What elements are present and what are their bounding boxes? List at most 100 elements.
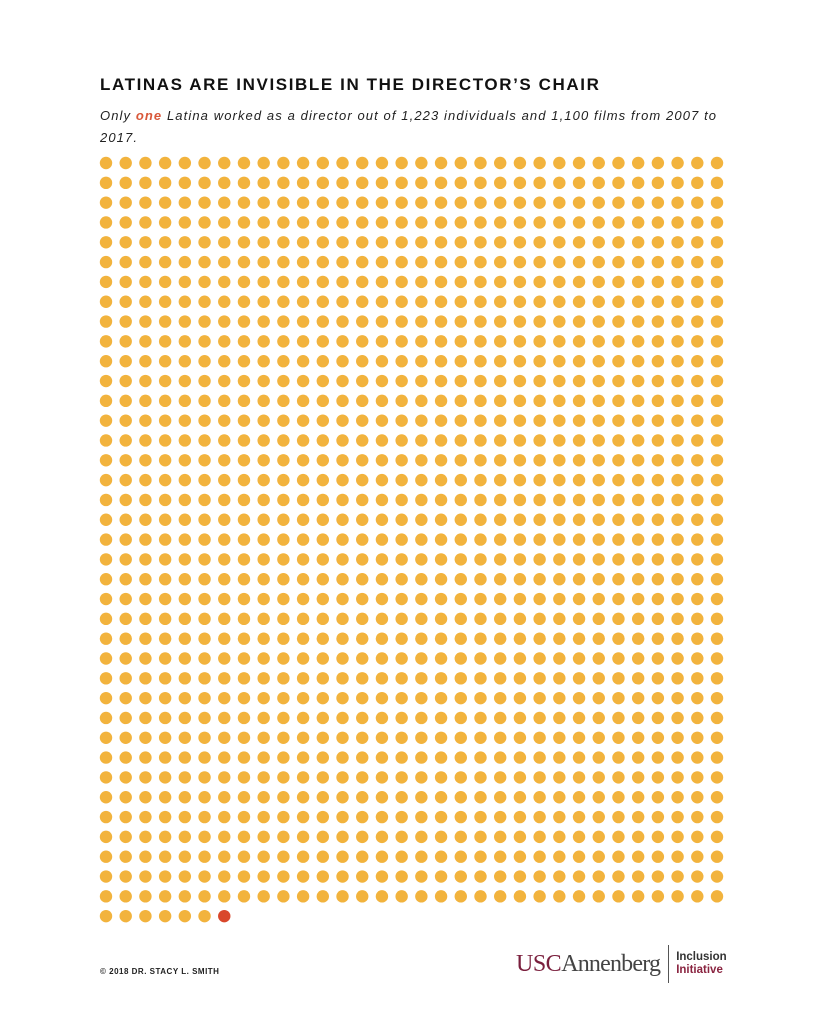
dot xyxy=(257,751,270,764)
dot xyxy=(99,196,113,209)
dot xyxy=(99,592,113,606)
dot xyxy=(277,513,290,526)
chart-subtitle: Only one Latina worked as a director out… xyxy=(100,105,740,149)
dot xyxy=(592,374,605,388)
dot xyxy=(316,374,330,388)
dot xyxy=(375,454,389,467)
dot xyxy=(651,414,665,427)
dot xyxy=(434,771,448,784)
dot xyxy=(454,255,467,269)
dot xyxy=(553,791,566,804)
dot xyxy=(237,791,251,804)
dot xyxy=(474,156,487,170)
dot xyxy=(316,533,330,546)
dot xyxy=(119,771,132,784)
dot xyxy=(257,810,270,824)
dot xyxy=(533,414,546,427)
dot xyxy=(494,454,507,467)
dot xyxy=(395,672,408,685)
dot xyxy=(178,374,192,388)
dot xyxy=(218,414,231,427)
dot xyxy=(710,573,724,586)
dot xyxy=(395,434,408,447)
dot xyxy=(336,374,349,388)
dot xyxy=(277,295,290,308)
dot xyxy=(513,771,527,784)
dot xyxy=(316,830,330,844)
dot xyxy=(651,751,665,764)
dot xyxy=(415,711,428,725)
dot xyxy=(434,553,448,566)
dot xyxy=(612,573,625,586)
dot xyxy=(513,810,527,824)
dot xyxy=(198,612,211,626)
dot xyxy=(198,592,211,606)
dot xyxy=(553,473,566,487)
dot xyxy=(356,394,369,408)
dot xyxy=(237,434,251,447)
dot xyxy=(198,890,211,903)
dot xyxy=(415,216,428,229)
dot xyxy=(119,196,132,209)
dot xyxy=(277,414,290,427)
dot xyxy=(592,394,605,408)
dot xyxy=(316,493,330,507)
dot xyxy=(533,810,546,824)
dot xyxy=(612,156,625,170)
dot xyxy=(316,216,330,229)
dot xyxy=(119,870,132,883)
dot xyxy=(691,196,704,209)
dot xyxy=(612,791,625,804)
dot xyxy=(415,870,428,883)
dot xyxy=(395,473,408,487)
dot xyxy=(572,295,586,308)
dot xyxy=(336,791,349,804)
dot xyxy=(395,533,408,546)
dot xyxy=(553,553,566,566)
dot xyxy=(375,553,389,566)
dot xyxy=(494,513,507,526)
dot xyxy=(158,533,172,546)
dot xyxy=(474,355,487,368)
dot xyxy=(454,672,467,685)
dot xyxy=(671,355,684,368)
dot xyxy=(158,216,172,229)
dot xyxy=(237,335,251,348)
dot xyxy=(513,156,527,170)
dot xyxy=(513,573,527,586)
dot xyxy=(434,176,448,190)
dot xyxy=(671,771,684,784)
dot xyxy=(336,850,349,863)
dot xyxy=(631,652,645,665)
dot xyxy=(612,830,625,844)
dot xyxy=(651,652,665,665)
dot xyxy=(257,850,270,863)
dot xyxy=(513,612,527,626)
dot xyxy=(651,810,665,824)
dot xyxy=(375,196,389,209)
dot xyxy=(631,791,645,804)
dot xyxy=(474,454,487,467)
dot xyxy=(434,632,448,645)
dot xyxy=(218,751,231,764)
dot xyxy=(651,236,665,249)
dot xyxy=(592,255,605,269)
dot xyxy=(178,771,192,784)
dot xyxy=(454,394,467,408)
dot xyxy=(178,573,192,586)
dot xyxy=(375,275,389,289)
dot xyxy=(671,830,684,844)
dot xyxy=(198,632,211,645)
dot xyxy=(671,632,684,645)
dot xyxy=(375,394,389,408)
dot xyxy=(99,890,113,903)
dot xyxy=(198,533,211,546)
dot xyxy=(474,731,487,744)
dot xyxy=(494,533,507,546)
dot xyxy=(178,632,192,645)
dot xyxy=(631,592,645,606)
dot xyxy=(533,355,546,368)
dot xyxy=(553,810,566,824)
dot xyxy=(158,652,172,665)
dot xyxy=(572,810,586,824)
